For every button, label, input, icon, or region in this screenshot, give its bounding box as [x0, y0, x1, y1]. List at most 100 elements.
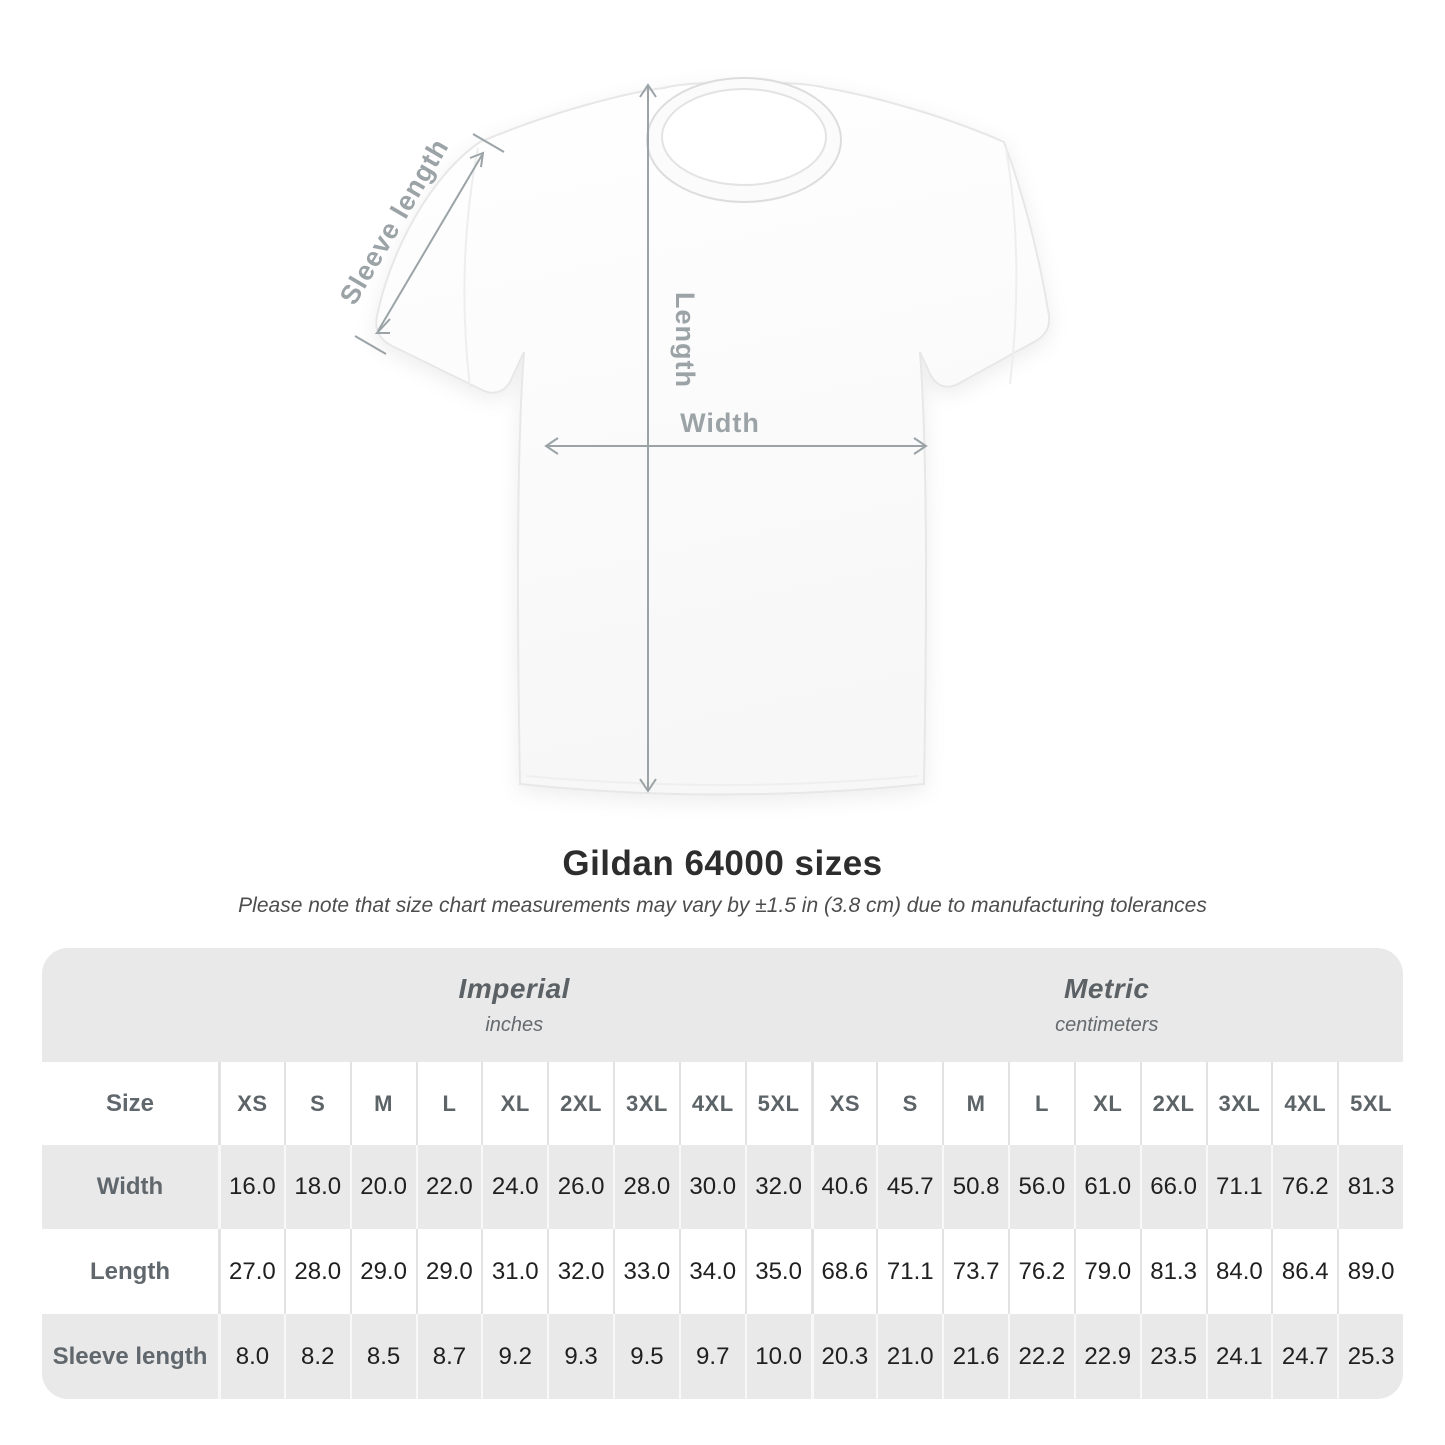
col-imperial-5xl: 5XL — [744, 1062, 811, 1145]
width-metric-m: 50.8 — [942, 1145, 1008, 1229]
sleeve-imperial-2xl: 9.3 — [547, 1314, 613, 1399]
width-metric-xl: 61.0 — [1073, 1145, 1140, 1229]
col-imperial-4xl: 4XL — [678, 1062, 745, 1145]
sleeve-imperial-3xl: 9.5 — [613, 1314, 679, 1399]
tshirt-illustration: Length Width Sleeve length — [334, 77, 1051, 796]
sleeve-imperial-5xl: 10.0 — [744, 1314, 811, 1399]
width-imperial-s: 18.0 — [283, 1145, 350, 1229]
imperial-unit: inches — [485, 1014, 544, 1036]
width-imperial-4xl: 30.0 — [678, 1145, 745, 1229]
col-metric-2xl: 2XL — [1139, 1062, 1206, 1145]
length-metric-l: 76.2 — [1008, 1229, 1074, 1314]
width-imperial-m: 20.0 — [349, 1145, 416, 1229]
sleeve-imperial-m: 8.5 — [349, 1314, 416, 1399]
sleeve-imperial-s: 8.2 — [283, 1314, 350, 1399]
col-metric-5xl: 5XL — [1337, 1062, 1403, 1145]
col-metric-xs: XS — [810, 1062, 877, 1145]
width-imperial-5xl: 32.0 — [744, 1145, 811, 1229]
length-dimension-arrow: Length — [639, 83, 700, 793]
width-metric-3xl: 71.1 — [1205, 1145, 1272, 1229]
width-imperial-3xl: 28.0 — [613, 1145, 679, 1229]
length-imperial-l: 29.0 — [415, 1229, 482, 1314]
sleeve-metric-3xl: 24.1 — [1205, 1314, 1272, 1399]
length-imperial-3xl: 33.0 — [613, 1229, 679, 1314]
length-metric-s: 71.1 — [876, 1229, 942, 1314]
collar-inner — [661, 88, 827, 186]
length-imperial-2xl: 32.0 — [547, 1229, 613, 1314]
metric-unit: centimeters — [1055, 1014, 1159, 1036]
metric-header: Metric centimeters — [811, 948, 1404, 1062]
length-imperial-s: 28.0 — [283, 1229, 350, 1314]
width-metric-2xl: 66.0 — [1139, 1145, 1206, 1229]
length-imperial-5xl: 35.0 — [744, 1229, 811, 1314]
col-metric-m: M — [942, 1062, 1008, 1145]
metric-title: Metric — [1064, 973, 1150, 1004]
tshirt-silhouette — [375, 77, 1051, 796]
width-metric-4xl: 76.2 — [1271, 1145, 1337, 1229]
col-imperial-xl: XL — [481, 1062, 547, 1145]
length-metric-xl: 79.0 — [1073, 1229, 1140, 1314]
size-header: Size — [105, 1089, 155, 1117]
length-metric-2xl: 81.3 — [1139, 1229, 1206, 1314]
sleeve-metric-xl: 22.9 — [1073, 1314, 1140, 1399]
col-metric-4xl: 4XL — [1271, 1062, 1337, 1145]
length-metric-5xl: 89.0 — [1337, 1229, 1403, 1314]
sleeve-metric-5xl: 25.3 — [1337, 1314, 1403, 1399]
width-imperial-xs: 16.0 — [218, 1145, 284, 1229]
length-metric-3xl: 84.0 — [1205, 1229, 1272, 1314]
size-header-row: Size XS S M L XL 2XL 3XL 4XL 5XL XS S M … — [42, 1062, 1403, 1145]
length-imperial-xs: 27.0 — [218, 1229, 284, 1314]
width-imperial-l: 22.0 — [415, 1145, 482, 1229]
sleeve-imperial-xs: 8.0 — [218, 1314, 284, 1399]
col-imperial-m: M — [349, 1062, 416, 1145]
sleeve-imperial-l: 8.7 — [415, 1314, 482, 1399]
page-title: Gildan 64000 sizes — [562, 844, 883, 883]
unit-header-band: Imperial inches Metric centimeters — [42, 948, 1403, 1062]
width-label: Width — [680, 408, 760, 438]
col-imperial-s: S — [283, 1062, 350, 1145]
length-metric-4xl: 86.4 — [1271, 1229, 1337, 1314]
width-metric-s: 45.7 — [876, 1145, 942, 1229]
table-row-width: Width 16.0 18.0 20.0 22.0 24.0 26.0 28.0… — [42, 1145, 1403, 1229]
row-label-width: Width — [96, 1173, 164, 1200]
size-table: Imperial inches Metric centimeters Size … — [42, 948, 1403, 1399]
row-label-length: Length — [90, 1257, 170, 1285]
tolerance-note: Please note that size chart measurements… — [238, 894, 1207, 917]
sleeve-metric-l: 22.2 — [1008, 1314, 1074, 1399]
col-imperial-3xl: 3XL — [613, 1062, 679, 1145]
width-metric-l: 56.0 — [1008, 1145, 1074, 1229]
width-dimension-arrow: Width — [544, 408, 928, 455]
length-imperial-4xl: 34.0 — [678, 1229, 745, 1314]
width-metric-5xl: 81.3 — [1337, 1145, 1403, 1229]
sleeve-metric-m: 21.6 — [942, 1314, 1008, 1399]
col-imperial-xs: XS — [218, 1062, 284, 1145]
width-imperial-2xl: 26.0 — [547, 1145, 613, 1229]
imperial-header: Imperial inches — [218, 948, 811, 1062]
table-row-length: Length 27.0 28.0 29.0 29.0 31.0 32.0 33.… — [42, 1229, 1403, 1314]
row-label-sleeve-length: Sleeve length — [52, 1342, 208, 1370]
col-imperial-l: L — [415, 1062, 482, 1145]
col-metric-xl: XL — [1073, 1062, 1140, 1145]
col-metric-s: S — [876, 1062, 942, 1145]
col-imperial-2xl: 2XL — [547, 1062, 613, 1145]
imperial-title: Imperial — [458, 973, 570, 1004]
sleeve-imperial-xl: 9.2 — [481, 1314, 547, 1399]
tshirt-measurement-diagram: Length Width Sleeve length — [334, 77, 1051, 796]
length-metric-xs: 68.6 — [810, 1229, 877, 1314]
length-imperial-m: 29.0 — [349, 1229, 416, 1314]
sleeve-metric-4xl: 24.7 — [1271, 1314, 1337, 1399]
col-metric-l: L — [1008, 1062, 1074, 1145]
sleeve-metric-s: 21.0 — [876, 1314, 942, 1399]
length-label: Length — [670, 292, 700, 388]
col-metric-3xl: 3XL — [1205, 1062, 1272, 1145]
sleeve-metric-xs: 20.3 — [810, 1314, 877, 1399]
length-metric-m: 73.7 — [942, 1229, 1008, 1314]
table-row-sleeve-length: Sleeve length 8.0 8.2 8.5 8.7 9.2 9.3 9.… — [42, 1314, 1403, 1399]
sleeve-imperial-4xl: 9.7 — [678, 1314, 745, 1399]
unit-band-spacer — [42, 948, 218, 1062]
sleeve-metric-2xl: 23.5 — [1139, 1314, 1206, 1399]
width-imperial-xl: 24.0 — [481, 1145, 547, 1229]
length-imperial-xl: 31.0 — [481, 1229, 547, 1314]
width-metric-xs: 40.6 — [810, 1145, 877, 1229]
